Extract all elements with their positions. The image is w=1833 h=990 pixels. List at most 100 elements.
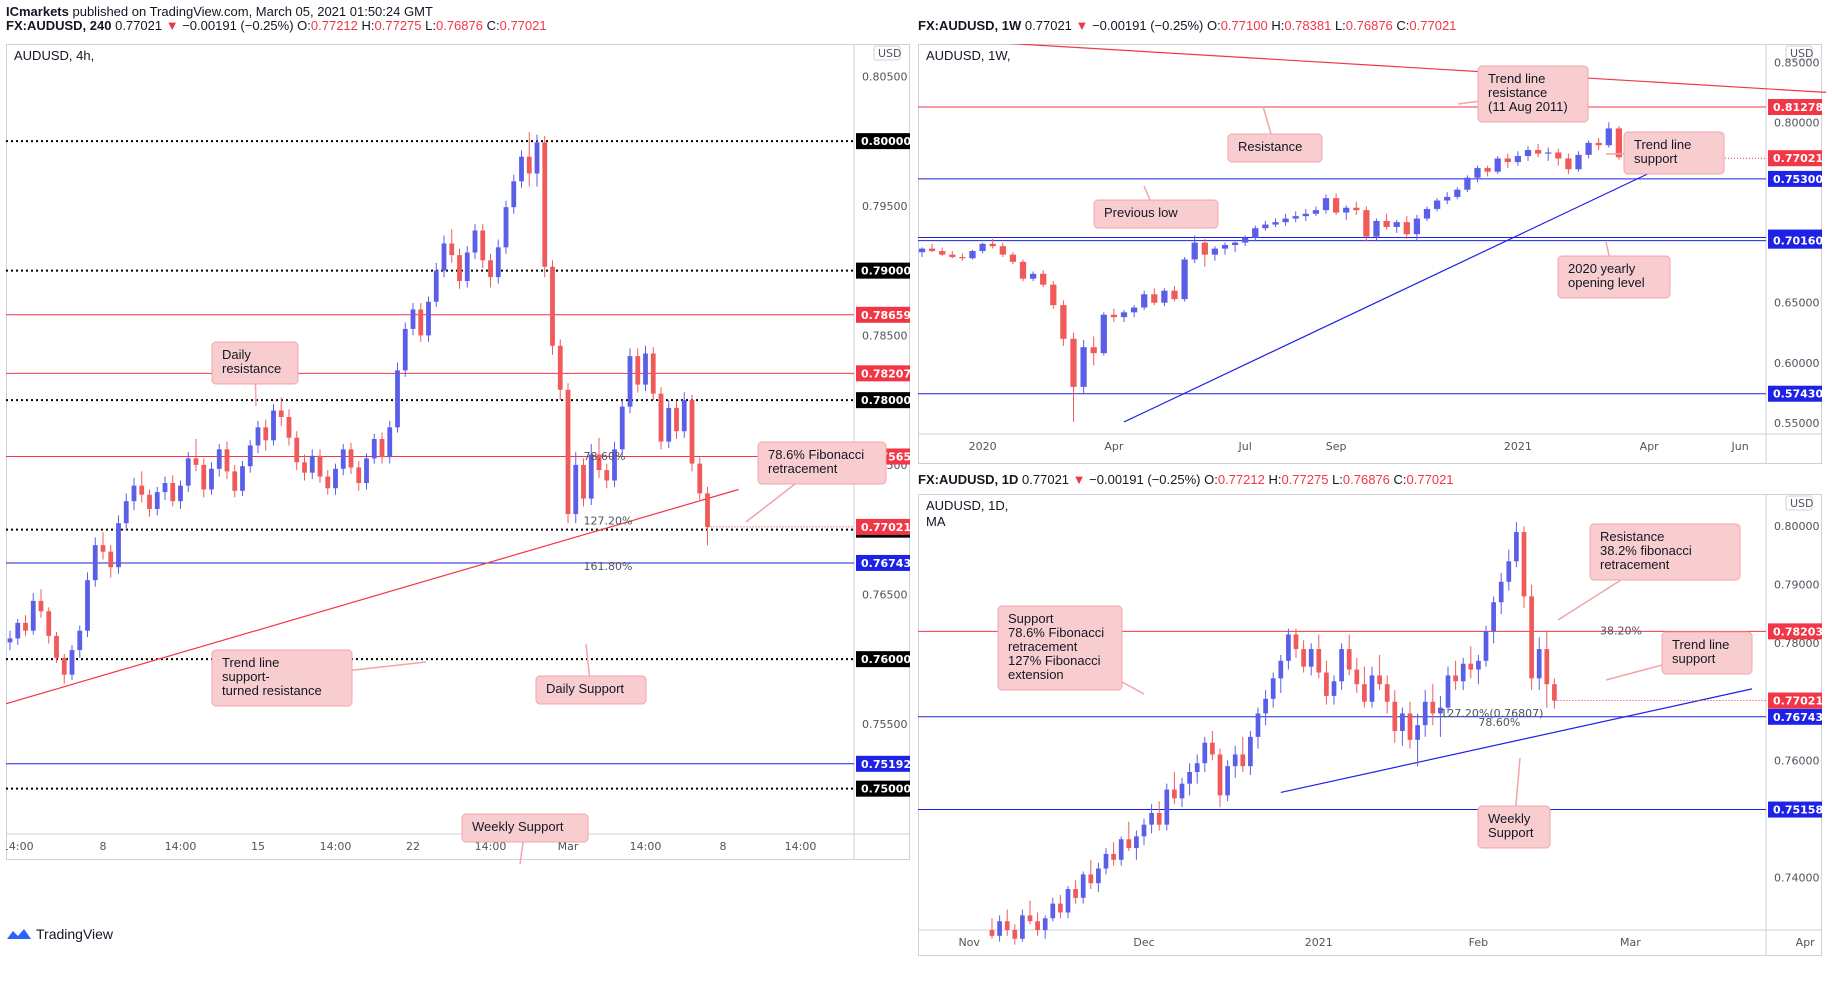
w1-annotation-resistance: Resistance <box>1227 105 1323 163</box>
w1-candle-body-45 <box>1373 220 1380 237</box>
w1-candle-body-3 <box>949 254 956 258</box>
tradingview-logo[interactable]: TradingView <box>6 926 113 942</box>
h4-candle-body-64 <box>503 207 509 248</box>
w1-close: 0.77021 <box>1409 18 1457 33</box>
h4-level-label-8-bg <box>856 651 910 668</box>
h4-level-label-10-bg <box>856 780 910 797</box>
h4-candle-body-28 <box>224 449 230 472</box>
h4-candle-body-54 <box>426 301 431 336</box>
w1-candle-body-18 <box>1100 314 1107 354</box>
d1-candle-body-43 <box>1316 649 1322 673</box>
h4-candle-body-89 <box>697 463 703 494</box>
h4-candle-body-45 <box>356 467 362 484</box>
h4-annotation-weekly-support-box <box>461 813 589 843</box>
d1-candle-body-52 <box>1384 684 1390 702</box>
h4-x-tick-10: 14:00 <box>785 840 817 853</box>
h4-candle-body-82 <box>643 353 648 385</box>
w1-level-label-4-text: 0.57430 <box>1773 388 1823 401</box>
d1-close: 0.77021 <box>1406 472 1454 487</box>
w1-currency: USD <box>1790 47 1814 60</box>
d1-candle-body-32 <box>1232 754 1238 767</box>
d1-annotation-resistance-fib-text-0: Resistance <box>1600 529 1664 544</box>
d1-candle-body-8 <box>1050 903 1056 919</box>
h4-x-tick-4: 14:00 <box>320 840 352 853</box>
h4-annotation-daily-resistance-box <box>211 341 299 385</box>
h4-candle-body-41 <box>325 476 331 489</box>
d1-candle-body-4 <box>1020 915 1025 939</box>
d1-annotation-resistance-fib-box <box>1589 523 1741 581</box>
w1-candle-body-52 <box>1444 196 1451 201</box>
h4-candle-body-16 <box>131 485 137 502</box>
d1-candle-body-39 <box>1286 634 1291 661</box>
h4-candle-body-6 <box>54 635 59 658</box>
w1-candle-body-69 <box>1615 128 1623 158</box>
d1-candle-body-37 <box>1270 678 1276 699</box>
d1-last-price-label-bg <box>1768 692 1822 709</box>
h4-candle-body-19 <box>154 492 160 509</box>
d1-x-tick-1: Dec <box>1133 936 1154 949</box>
d1-candle-body-5 <box>1027 915 1033 922</box>
w1-candle-body-34 <box>1262 224 1269 229</box>
w1-level-label-3-bg <box>1768 232 1822 249</box>
down-arrow-icon: ▼ <box>165 18 179 33</box>
h4-level-label-4-text: 0.78000 <box>861 394 911 407</box>
h4-annotation-daily-resistance-text-1: resistance <box>222 361 281 376</box>
h4-level-label-0-text: 0.80000 <box>861 135 911 148</box>
h4-level-label-3-bg <box>856 365 910 382</box>
w1-candle-body-48 <box>1403 222 1410 235</box>
down-arrow-icon: ▼ <box>1075 18 1089 33</box>
d1-candle-body-67 <box>1498 581 1504 603</box>
w1-candle-body-17 <box>1090 347 1097 354</box>
h4-level-label-1-text: 0.79000 <box>861 265 911 278</box>
h4-l-label: L: <box>425 18 436 33</box>
h4-candle-body-4 <box>38 600 44 612</box>
d1-candle-body-49 <box>1362 684 1367 702</box>
h4-candle-body-14 <box>116 523 121 568</box>
w1-candle-body-61 <box>1534 150 1542 154</box>
d1-level-label-1-bg <box>1768 708 1822 725</box>
w1-level-label-1-bg <box>1768 170 1822 187</box>
w1-annotation-resistance-box <box>1227 133 1323 163</box>
d1-candle-body-38 <box>1278 660 1284 679</box>
h4-level-label-7-bg <box>856 554 910 571</box>
d1-annotation-weekly-support-text-1: Support <box>1488 825 1534 840</box>
d1-candle-body-70 <box>1521 532 1527 597</box>
h4-candle-body-53 <box>418 309 424 336</box>
h4-candle-body-21 <box>170 483 176 502</box>
w1-y-tick-1: 0.80000 <box>1774 116 1820 129</box>
w1-candle-body-57 <box>1494 158 1501 172</box>
w1-chart[interactable]: AUDUSD, 1W,USD0.850000.800000.750000.700… <box>918 44 1826 468</box>
w1-candle-body-37 <box>1292 216 1299 219</box>
d1-y-tick-4: 0.74000 <box>1774 871 1820 884</box>
h4-y-tick-0: 0.80500 <box>862 70 908 83</box>
d1-x-tick-4: Mar <box>1620 936 1641 949</box>
d1-candle-body-71 <box>1529 596 1534 679</box>
h4-level-label-1-bg <box>856 262 910 279</box>
h4-o-label: O: <box>297 18 311 33</box>
d1-annotation-resistance-fib-text-2: retracement <box>1600 557 1670 572</box>
h4-chart[interactable]: AUDUSD, 4h,USD0.805000.795000.785000.775… <box>6 44 912 990</box>
d1-c-label: C: <box>1393 472 1407 487</box>
d1-chart[interactable]: AUDUSD, 1D,MAUSD0.800000.790000.780000.7… <box>918 494 1826 984</box>
w1-candle-body-10 <box>1019 261 1027 279</box>
w1-annotation-previous-low-box <box>1093 199 1219 229</box>
w1-candle-body-12 <box>1040 273 1047 285</box>
h4-candle-body-24 <box>193 458 199 465</box>
h4-candle-body-35 <box>278 410 284 417</box>
d1-y-tick-3: 0.76000 <box>1774 754 1820 767</box>
d1-candle-body-0 <box>989 930 995 936</box>
w1-candle-body-46 <box>1383 220 1390 227</box>
h4-candle-body-75 <box>588 454 594 499</box>
w1-candle-body-43 <box>1353 207 1360 211</box>
w1-candle-body-54 <box>1464 177 1471 190</box>
h4-candle-body-68 <box>534 142 540 174</box>
w1-candle-body-44 <box>1363 210 1370 237</box>
d1-candle-body-28 <box>1202 742 1208 764</box>
h4-candle-body-46 <box>364 458 369 484</box>
h4-candle-body-90 <box>705 493 710 528</box>
h4-title: FX:AUDUSD, 240 0.77021 ▼ −0.00191 (−0.25… <box>6 18 547 33</box>
w1-candle-body-28 <box>1201 242 1208 255</box>
h4-annotation-trendline-resistance-text-0: Trend line <box>222 655 279 670</box>
